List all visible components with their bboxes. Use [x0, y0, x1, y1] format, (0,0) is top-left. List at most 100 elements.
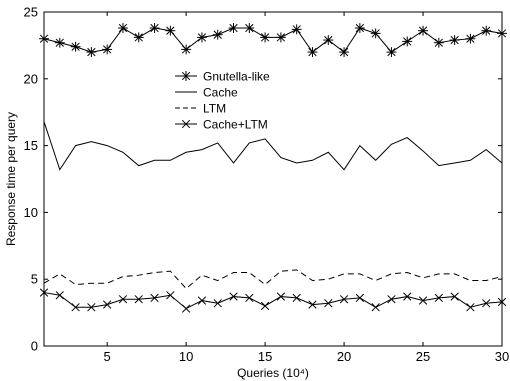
data-point	[228, 23, 239, 33]
data-point	[260, 32, 271, 43]
data-point	[482, 299, 491, 308]
data-point	[497, 297, 507, 307]
data-point	[196, 32, 207, 43]
data-point	[166, 291, 175, 300]
series-cache	[43, 121, 503, 171]
data-point	[371, 303, 380, 312]
marker-stroke	[355, 293, 365, 303]
marker-stroke	[134, 295, 143, 304]
legend-item-cache: Cache	[175, 86, 238, 100]
data-point	[466, 303, 475, 312]
data-point	[245, 293, 254, 303]
marker-stroke	[213, 299, 222, 308]
x-tick-label: 25	[416, 349, 430, 364]
marker-stroke	[181, 304, 191, 313]
series-layer	[39, 23, 507, 313]
x-tick-label: 10	[179, 349, 193, 364]
marker-stroke	[55, 291, 64, 300]
marker-stroke	[497, 297, 507, 307]
data-point	[275, 32, 286, 43]
y-tick-label: 0	[31, 339, 38, 354]
data-point	[465, 33, 476, 44]
data-point	[181, 304, 191, 313]
series-gnutella-like	[39, 23, 507, 58]
data-point	[133, 32, 144, 43]
data-point	[70, 41, 81, 52]
x-tick-label: 20	[337, 349, 351, 364]
data-point	[449, 35, 460, 45]
marker-stroke	[292, 293, 301, 303]
marker-stroke	[118, 295, 128, 304]
marker-stroke	[324, 299, 333, 308]
series-line	[43, 27, 503, 53]
marker-stroke	[403, 292, 412, 301]
plot-area	[43, 11, 503, 347]
data-point	[39, 33, 49, 44]
data-point	[212, 29, 223, 40]
y-axis-ticks: 0 5 10 15 20 25	[24, 5, 502, 354]
data-point	[181, 44, 192, 55]
data-point	[370, 28, 381, 39]
legend-marker	[181, 71, 191, 81]
marker-stroke	[466, 303, 475, 312]
data-point	[433, 37, 444, 48]
legend-label: Gnutella-like	[203, 70, 270, 84]
data-point	[434, 293, 443, 303]
data-point	[386, 47, 397, 58]
data-point	[324, 299, 333, 308]
data-point	[102, 44, 113, 55]
data-point	[387, 295, 396, 304]
data-point	[229, 292, 238, 301]
data-point	[291, 24, 302, 35]
y-tick-label: 10	[24, 205, 38, 220]
data-point	[339, 295, 349, 304]
data-point	[39, 288, 49, 297]
data-point	[292, 293, 301, 303]
series-line	[43, 292, 503, 310]
marker-stroke	[371, 303, 380, 312]
data-point	[323, 35, 334, 45]
legend-label: LTM	[203, 102, 226, 116]
legend-label: Cache	[203, 86, 238, 100]
data-point	[418, 25, 428, 36]
y-axis-label: Response time per query	[4, 112, 18, 246]
data-point	[354, 23, 365, 33]
data-point	[355, 293, 365, 303]
marker-stroke	[450, 292, 459, 301]
legend: Gnutella-like Cache LTM Cache+LTM	[175, 70, 270, 132]
y-tick-label: 5	[31, 272, 38, 287]
marker-stroke	[181, 119, 191, 129]
legend-label: Cache+LTM	[203, 118, 268, 132]
data-point	[213, 299, 222, 308]
data-point	[165, 25, 176, 36]
marker-stroke	[276, 292, 286, 301]
marker-stroke	[39, 288, 49, 297]
data-point	[118, 23, 128, 33]
data-point	[418, 296, 428, 305]
data-point	[149, 23, 160, 33]
data-point	[497, 28, 507, 39]
marker-stroke	[308, 300, 317, 309]
data-point	[87, 303, 96, 312]
data-point	[260, 301, 270, 311]
marker-stroke	[387, 295, 396, 304]
marker-stroke	[229, 292, 238, 301]
series-cache-ltm	[39, 288, 507, 313]
data-point	[481, 25, 492, 36]
legend-item-ltm: LTM	[175, 102, 226, 116]
marker-stroke	[434, 293, 443, 303]
data-point	[197, 296, 207, 305]
data-point	[86, 47, 97, 58]
data-point	[307, 47, 318, 58]
y-tick-label: 20	[24, 71, 38, 86]
marker-stroke	[103, 300, 112, 309]
series-ltm	[43, 269, 503, 290]
data-point	[403, 292, 412, 301]
y-tick-label: 25	[24, 5, 38, 20]
marker-stroke	[482, 299, 491, 308]
marker-stroke	[197, 296, 207, 305]
marker-stroke	[87, 303, 96, 312]
marker-stroke	[166, 291, 175, 300]
x-tick-label: 30	[495, 349, 509, 364]
